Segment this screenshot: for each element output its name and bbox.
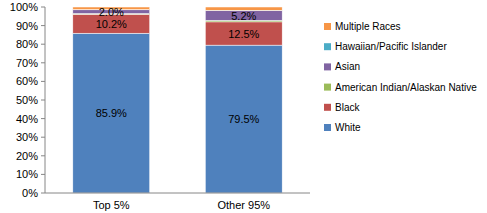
y-tick [41, 62, 45, 63]
legend-label: American Indian/Alaskan Native [335, 82, 477, 93]
y-axis [45, 7, 46, 193]
data-label: 5.2% [231, 10, 256, 22]
y-tick [41, 174, 45, 175]
data-label: 12.5% [228, 28, 259, 40]
y-tick-label: 20% [16, 150, 38, 162]
legend-label: Black [335, 102, 360, 113]
y-tick-label: 10% [16, 168, 38, 180]
legend-label: Hawaiian/Pacific Islander [335, 41, 447, 52]
y-tick [41, 193, 45, 194]
x-axis [45, 193, 310, 194]
legend-swatch [324, 63, 331, 70]
data-label: 85.9% [96, 107, 127, 119]
y-tick [41, 100, 45, 101]
bar-segment [205, 45, 282, 193]
legend-swatch [324, 23, 331, 30]
y-tick-label: 30% [16, 131, 38, 143]
data-label: 2.0% [99, 6, 124, 18]
legend-label: White [335, 122, 361, 133]
y-tick-label: 50% [16, 94, 38, 106]
bars [73, 7, 282, 193]
y-tick-label: 90% [16, 20, 38, 32]
x-tick-label: Top 5% [93, 199, 130, 211]
y-tick-label: 60% [16, 75, 38, 87]
y-tick-label: 0% [22, 187, 38, 199]
x-tick-label: Other 95% [217, 199, 270, 211]
y-tick-label: 100% [10, 1, 38, 13]
legend-swatch [324, 124, 331, 131]
bar-segment [205, 22, 282, 45]
legend-label: Asian [335, 61, 360, 72]
y-tick [41, 118, 45, 119]
legend-swatch [324, 104, 331, 111]
y-tick [41, 7, 45, 8]
legend-swatch [324, 84, 331, 91]
y-tick-label: 40% [16, 113, 38, 125]
chart: 0% 10% 20% 30% 40% 50% 60% 70% 80% 90% 100% Top 5% O… [0, 0, 487, 213]
y-tick [41, 44, 45, 45]
data-label: 10.2% [96, 18, 127, 30]
legend-swatch [324, 43, 331, 50]
data-label: 79.5% [228, 113, 259, 125]
y-tick-label: 70% [16, 57, 38, 69]
y-tick-label: 80% [16, 38, 38, 50]
y-tick [41, 81, 45, 82]
y-tick [41, 137, 45, 138]
bar-segment [73, 33, 150, 193]
y-tick [41, 155, 45, 156]
legend-label: Multiple Races [335, 21, 401, 32]
y-tick [41, 25, 45, 26]
